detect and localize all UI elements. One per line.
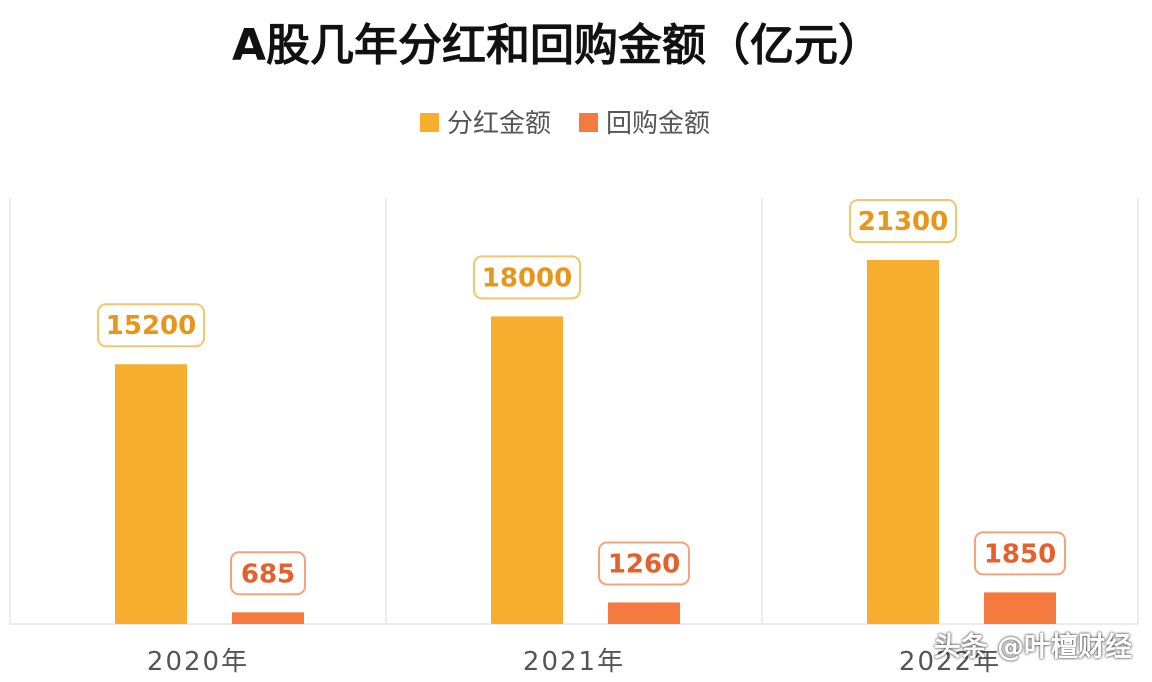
- chart-title: A股几年分红和回购金额（亿元）: [232, 20, 882, 71]
- legend-swatch-dividend: [420, 113, 439, 132]
- bar-dividend-2: [867, 260, 939, 624]
- bar-dividend-1: [491, 316, 563, 624]
- data-label-box: [473, 255, 581, 300]
- bar-buyback-0: [232, 612, 304, 624]
- legend-label-buyback: 回购金额: [606, 109, 710, 139]
- legend-label-dividend: 分红金额: [447, 109, 551, 139]
- data-label: 18000: [482, 263, 572, 293]
- x-tick-label: 2022年: [899, 647, 1001, 677]
- watermark: 头条 @叶檀财经: [933, 632, 1132, 663]
- data-label: 685: [241, 559, 295, 589]
- bar-buyback-1: [608, 602, 680, 624]
- plot-area: 15200 685 2020年 18000 1260 2021年 21300 1850 2022…: [9, 198, 1139, 677]
- data-label-box: [97, 303, 205, 348]
- bar-dividend-0: [115, 364, 187, 624]
- bar-buyback-2: [984, 592, 1056, 624]
- data-label: 21300: [858, 207, 948, 237]
- data-label: 1260: [608, 549, 680, 579]
- data-label-box: [598, 541, 690, 586]
- legend-swatch-buyback: [579, 113, 598, 132]
- data-label-box: [230, 551, 306, 596]
- data-label-box: [849, 199, 957, 243]
- x-tick-label: 2020年: [147, 647, 249, 677]
- data-label-box: [974, 531, 1066, 576]
- data-label: 15200: [106, 311, 196, 341]
- legend: 分红金额 回购金额: [420, 109, 710, 139]
- data-label: 1850: [984, 539, 1056, 569]
- x-tick-label: 2021年: [523, 647, 625, 677]
